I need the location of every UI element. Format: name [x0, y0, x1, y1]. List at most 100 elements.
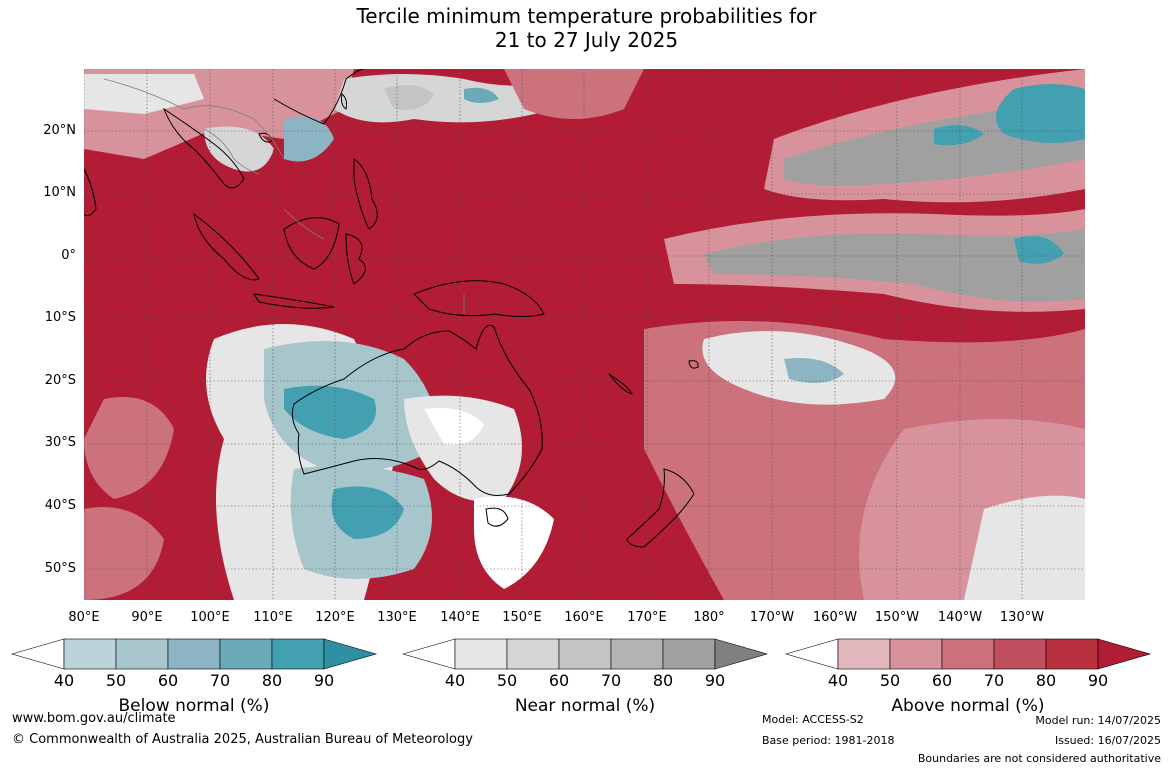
indochina-coast — [162, 107, 245, 189]
region-io-above — [84, 397, 174, 499]
title-line-1: Tercile minimum temperature probabilitie… — [356, 4, 817, 28]
copyright-text: © Commonwealth of Australia 2025, Austra… — [12, 732, 473, 747]
coastlines — [84, 69, 699, 548]
region-sa-below-core — [331, 486, 404, 539]
map-title: Tercile minimum temperature probabilitie… — [0, 4, 1173, 52]
lon-label: 90°E — [131, 610, 163, 625]
taiwan-coast — [341, 93, 347, 110]
colorbar-segment — [662, 638, 716, 670]
region-tasman-white — [474, 496, 554, 589]
lon-label: 170°E — [627, 610, 667, 625]
colorbar-segment — [784, 638, 839, 670]
colorbar-tick: 90 — [313, 671, 335, 690]
region-taiwan-below — [464, 87, 499, 103]
borders — [103, 78, 465, 314]
lon-label: 160°W — [812, 610, 858, 625]
region-ne-below — [996, 84, 1085, 143]
disclaimer-text: Boundaries are not considered authoritat… — [917, 752, 1161, 765]
colorbar-segment — [837, 638, 891, 670]
region-ea-white — [424, 408, 484, 445]
colorbar-segment — [454, 638, 508, 670]
lon-label: 140°E — [440, 610, 480, 625]
lon-label: 110°E — [253, 610, 293, 625]
colorbar-tick: 80 — [261, 671, 283, 690]
sulawesi-coast — [345, 233, 366, 285]
borneo-coast — [283, 217, 340, 270]
lat-label: 20°N — [43, 123, 76, 138]
region-ne-below-2 — [934, 125, 984, 146]
colorbar-segment — [323, 638, 378, 670]
colorbar-tick: 60 — [157, 671, 179, 690]
model-text: Model: ACCESS-S2 — [762, 713, 864, 726]
colorbar-tick: 90 — [704, 671, 726, 690]
colorbar-segment — [219, 638, 273, 670]
region-eq-near — [704, 229, 1085, 302]
region-wa-below-core — [284, 385, 376, 439]
lon-label: 120°E — [315, 610, 355, 625]
java-coast — [253, 293, 335, 309]
probability-map — [84, 69, 1085, 600]
colorbar-segment — [271, 638, 325, 670]
colorbar-segment — [610, 638, 664, 670]
philippines-coast — [353, 158, 378, 230]
hainan-coast — [258, 132, 273, 143]
base-period-text: Base period: 1981-2018 — [762, 734, 895, 747]
lat-label: 50°S — [44, 561, 76, 576]
colorbar-tick: 70 — [600, 671, 622, 690]
lon-label: 160°E — [564, 610, 604, 625]
colorbar-tick: 40 — [827, 671, 849, 690]
lon-label: 150°W — [874, 610, 920, 625]
region-china-near — [334, 74, 554, 123]
new-zealand-coast — [626, 468, 695, 548]
lat-label: 20°S — [44, 373, 76, 388]
colorbar-tick: 50 — [879, 671, 901, 690]
lon-label: 150°E — [502, 610, 542, 625]
website-link[interactable]: www.bom.gov.au/climate — [12, 711, 176, 726]
colorbar-tick: 70 — [209, 671, 231, 690]
colorbar-tick: 50 — [105, 671, 127, 690]
colorbar-segment — [10, 638, 65, 670]
colorbar-label-near: Near normal (%) — [514, 696, 656, 716]
colorbar-segment — [941, 638, 995, 670]
lon-label: 180° — [693, 610, 725, 625]
region-nw-pacific-above — [504, 69, 644, 119]
colorbar-segment — [167, 638, 221, 670]
lon-label: 130°W — [999, 610, 1045, 625]
lat-label: 10°N — [43, 185, 76, 200]
australia-coast — [291, 324, 543, 496]
colorbar-tick: 90 — [1087, 671, 1109, 690]
colorbar-tick: 60 — [548, 671, 570, 690]
lon-label: 130°E — [377, 610, 417, 625]
lat-label: 40°S — [44, 498, 76, 513]
colorbar-tick: 70 — [983, 671, 1005, 690]
new-guinea-coast — [413, 280, 545, 317]
lon-label: 140°W — [937, 610, 983, 625]
region-sp-near-2 — [964, 495, 1085, 600]
colorbar-tick: 40 — [444, 671, 466, 690]
fiji-coast — [688, 360, 699, 369]
colorbar-tick: 80 — [652, 671, 674, 690]
model-run-text: Model run: 14/07/2025 — [1035, 714, 1161, 727]
sumatra-coast — [193, 212, 260, 281]
lat-label: 0° — [61, 248, 76, 263]
region-io-above-2 — [84, 507, 164, 600]
new-caledonia-coast — [608, 373, 633, 395]
colorbar-near-normal — [401, 638, 769, 670]
colorbar-tick: 50 — [496, 671, 518, 690]
colorbar-tick: 60 — [931, 671, 953, 690]
india-coast — [84, 168, 97, 217]
graticule — [84, 69, 1085, 600]
lat-label: 10°S — [44, 310, 76, 325]
colorbar-above-normal — [784, 638, 1152, 670]
colorbar-segment — [1097, 638, 1152, 670]
colorbar-segment — [1045, 638, 1099, 670]
colorbar-segment — [889, 638, 943, 670]
colorbar-tick: 80 — [1035, 671, 1057, 690]
title-line-2: 21 to 27 July 2025 — [494, 28, 679, 52]
colorbar-segment — [993, 638, 1047, 670]
colorbar-label-below: Below normal (%) — [118, 696, 270, 716]
colorbar-segment — [401, 638, 456, 670]
lon-label: 100°E — [190, 610, 230, 625]
region-eq-below — [1014, 236, 1064, 264]
issued-text: Issued: 16/07/2025 — [1054, 734, 1161, 747]
